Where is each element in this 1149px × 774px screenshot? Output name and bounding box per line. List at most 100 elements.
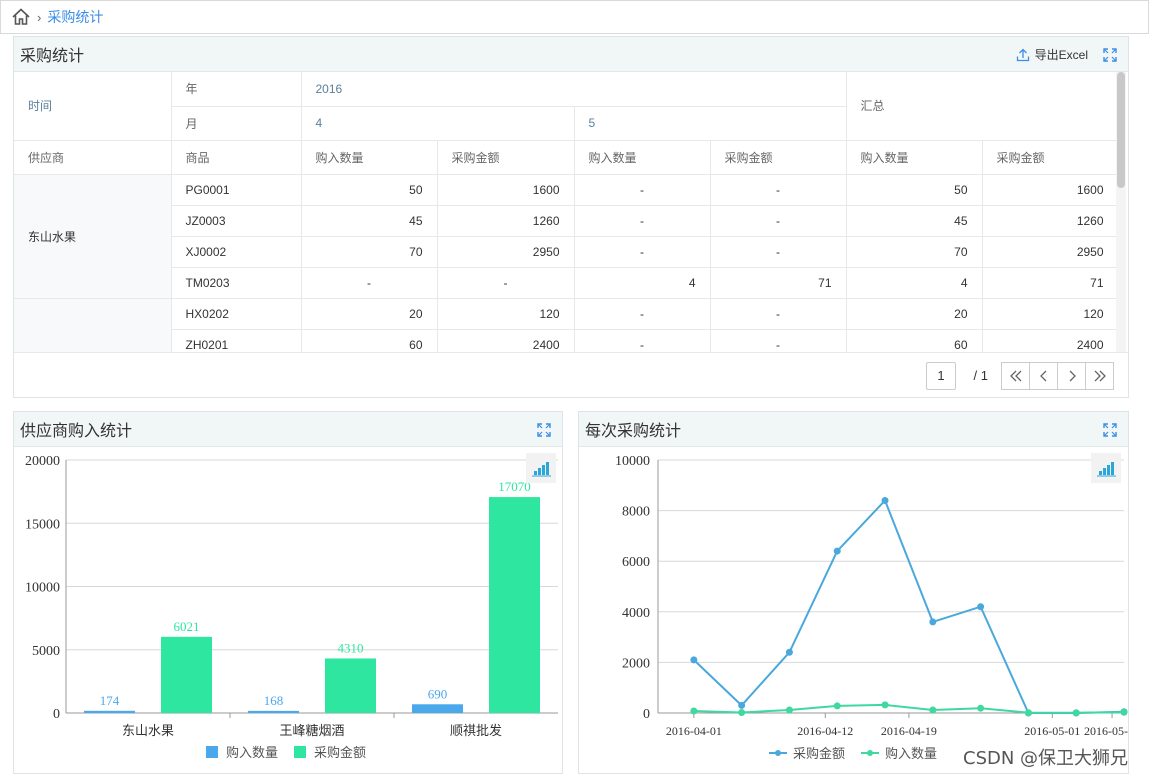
- table-row: HX0202 20 120- -20 120: [14, 298, 1118, 352]
- fullscreen-icon[interactable]: [1102, 422, 1118, 438]
- supplier-cell: 东山水果: [14, 174, 172, 299]
- amount-header: 采购金额: [437, 140, 575, 175]
- y-tick-label: 0: [643, 707, 650, 722]
- series-line: [693, 703, 1125, 714]
- supplier-header: 供应商: [14, 140, 172, 175]
- data-point: [881, 496, 889, 504]
- value-cell: 71: [982, 267, 1118, 299]
- prev-page-button[interactable]: [1029, 362, 1058, 390]
- data-label: 17070: [498, 479, 531, 494]
- vertical-scrollbar[interactable]: [1116, 72, 1126, 352]
- data-label: 168: [264, 693, 284, 708]
- x-tick-label: 顺祺批发: [450, 723, 502, 738]
- time-header: 时间: [14, 72, 172, 141]
- data-point: [785, 648, 793, 656]
- qty-header: 购入数量: [574, 140, 711, 175]
- table-row: JZ0003 45 1260- -45 1260: [14, 205, 1118, 237]
- next-page-button[interactable]: [1057, 362, 1086, 390]
- chevron-left-icon: [1039, 370, 1046, 382]
- legend-label: 购入数量: [885, 746, 937, 761]
- chevron-right-icon: ›: [37, 9, 42, 25]
- value-cell: -: [574, 174, 711, 206]
- value-cell: -: [574, 298, 711, 330]
- value-cell: 120: [437, 298, 575, 330]
- legend-swatch: [294, 746, 306, 758]
- data-point: [690, 707, 698, 715]
- bar: [248, 710, 299, 713]
- pivot-table: 时间 年 2016 汇总 月 4 5 供应商 商品 购入数量 采购金额 购入数量…: [14, 72, 1118, 352]
- legend-label: 购入数量: [226, 745, 278, 760]
- value-cell: 1600: [982, 174, 1118, 206]
- x-tick-label: 2016-04-12: [797, 724, 853, 738]
- value-cell: 50: [301, 174, 438, 206]
- value-cell: 45: [301, 205, 438, 237]
- purchase-line-chart: 0 2000 4000 6000 8000 10000 2016-04-01 2016-04-…: [615, 453, 1128, 761]
- fullscreen-icon[interactable]: [1102, 47, 1118, 63]
- data-point: [690, 656, 698, 664]
- page-number-input[interactable]: 1: [926, 362, 956, 390]
- value-cell: 60: [301, 329, 438, 352]
- legend-swatch: [206, 746, 218, 758]
- export-excel-label: 导出Excel: [1034, 48, 1088, 62]
- value-cell: 2950: [437, 236, 575, 268]
- data-point: [977, 704, 985, 712]
- table-row: XJ0002 70 2950- -70 2950: [14, 236, 1118, 268]
- value-cell: -: [574, 205, 711, 237]
- chart-type-toggle-icon[interactable]: [1091, 453, 1121, 483]
- bar: [489, 497, 540, 713]
- breadcrumb-current[interactable]: 采购统计: [47, 9, 104, 25]
- y-tick-label: 2000: [622, 656, 650, 671]
- summary-header: 汇总: [846, 72, 1118, 141]
- product-code-cell: PG0001: [171, 174, 302, 206]
- value-cell: 2400: [437, 329, 575, 352]
- product-code-cell: XJ0002: [171, 236, 302, 268]
- value-cell: -: [710, 205, 847, 237]
- value-cell: 71: [710, 267, 847, 299]
- value-cell: 70: [846, 236, 983, 268]
- table-row: ZH0201 60 2400- -60 2400: [14, 329, 1118, 352]
- product-code-cell: HX0202: [171, 298, 302, 330]
- data-point: [929, 706, 937, 714]
- month-header: 月: [171, 106, 302, 141]
- panel-header: 每次采购统计: [579, 412, 1128, 447]
- value-cell: 70: [301, 236, 438, 268]
- data-point: [833, 702, 841, 710]
- x-tick-label: 2016-05-06: [1084, 724, 1128, 738]
- double-chevron-right-icon: [1094, 370, 1106, 382]
- month-value-5: 5: [574, 106, 847, 141]
- value-cell: 120: [982, 298, 1118, 330]
- year-value: 2016: [301, 72, 847, 107]
- x-tick-label: 2016-04-01: [666, 724, 722, 738]
- purchase-stats-panel: 采购统计 导出Excel 时间 年 20 1: [13, 36, 1129, 398]
- double-chevron-left-icon: [1009, 370, 1021, 382]
- chart-type-toggle-icon[interactable]: [526, 453, 556, 483]
- first-page-button[interactable]: [1001, 362, 1030, 390]
- export-excel-button[interactable]: 导出Excel: [1015, 46, 1088, 63]
- y-tick-label: 6000: [622, 555, 650, 570]
- data-point: [977, 603, 985, 611]
- scrollbar-thumb[interactable]: [1117, 72, 1125, 188]
- value-cell: 1600: [437, 174, 575, 206]
- legend-marker: [867, 750, 873, 756]
- breadcrumb: › 采购统计: [0, 0, 1149, 34]
- data-point: [785, 706, 793, 714]
- page-total: / 1: [973, 368, 988, 383]
- data-point: [1120, 708, 1128, 716]
- home-icon[interactable]: [11, 7, 31, 27]
- x-tick-label: 王峰糖烟酒: [279, 723, 344, 738]
- last-page-button[interactable]: [1085, 362, 1114, 390]
- data-point: [1024, 709, 1032, 717]
- chevron-right-icon: [1069, 370, 1076, 382]
- value-cell: 1260: [437, 205, 575, 237]
- value-cell: -: [574, 236, 711, 268]
- table-row: 东山水果 PG0001 50 1600- -50 1600: [14, 174, 1118, 299]
- bar: [325, 658, 376, 713]
- bar: [412, 704, 463, 713]
- fullscreen-icon[interactable]: [536, 422, 552, 438]
- panel-header: 供应商购入统计: [14, 412, 562, 447]
- value-cell: -: [301, 267, 438, 299]
- panel-title: 每次采购统计: [585, 423, 682, 440]
- y-tick-label: 4000: [622, 606, 650, 621]
- y-tick-label: 8000: [622, 505, 650, 520]
- qty-header: 购入数量: [846, 140, 983, 175]
